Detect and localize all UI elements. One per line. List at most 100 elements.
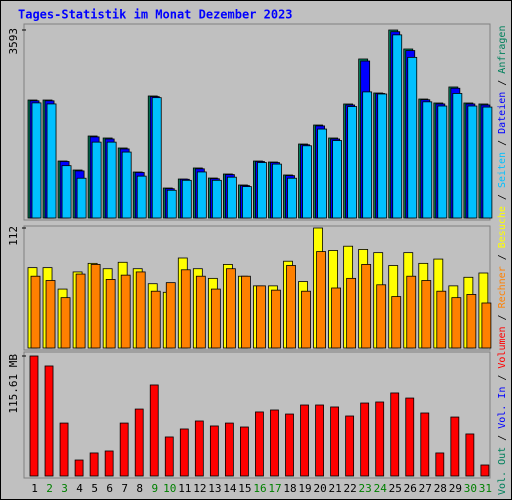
x-tick-label: 20 [313, 482, 326, 495]
bar [392, 34, 403, 219]
bar [91, 141, 102, 219]
x-tick-label: 15 [238, 482, 251, 495]
bar [135, 271, 146, 349]
x-tick-label: 28 [434, 482, 447, 495]
bar [242, 186, 252, 219]
bar [345, 415, 355, 477]
bar [405, 397, 415, 477]
bar [332, 140, 343, 219]
bar [104, 450, 114, 477]
x-tick-label: 2 [46, 482, 53, 495]
x-tick-label: 10 [163, 482, 176, 495]
bar [452, 93, 463, 219]
legend-separator: / [497, 140, 508, 146]
x-tick-label: 7 [121, 482, 128, 495]
y-tick-label: 115.61 MB [7, 354, 20, 414]
bar [90, 264, 101, 349]
bar [150, 290, 161, 349]
bar [330, 406, 340, 477]
bar [134, 408, 144, 477]
x-tick-label: 30 [464, 482, 477, 495]
bar [451, 297, 462, 349]
legend-separator: / [497, 80, 508, 86]
x-tick-label: 26 [404, 482, 417, 495]
bar [241, 275, 251, 349]
x-tick-label: 14 [223, 482, 237, 495]
bar [89, 452, 99, 477]
bar [375, 401, 385, 477]
x-tick-label: 18 [283, 482, 296, 495]
x-tick-label: 21 [328, 482, 341, 495]
bar [482, 106, 493, 219]
bar [59, 422, 69, 477]
x-tick-label: 4 [76, 482, 83, 495]
bar [390, 392, 400, 477]
bar [240, 426, 249, 477]
x-tick-label: 16 [253, 482, 266, 495]
y-tick-label: 3593 [7, 28, 20, 55]
y-tick-label: 112 [7, 226, 20, 246]
bar [44, 365, 54, 477]
x-tick-label: 12 [193, 482, 206, 495]
bar [317, 128, 327, 219]
bar [391, 296, 402, 349]
legend-entry: Volumen [497, 326, 508, 368]
bar [120, 274, 131, 349]
x-tick-label: 24 [374, 482, 388, 495]
bar [480, 464, 490, 477]
bar [435, 452, 445, 477]
bar [331, 287, 342, 349]
bar [377, 93, 388, 219]
bar [360, 402, 370, 477]
x-tick-label: 8 [136, 482, 143, 495]
x-tick-label: 27 [419, 482, 432, 495]
bar [164, 436, 174, 477]
legend-entry: Rechner [497, 266, 508, 308]
bar [180, 269, 191, 349]
bar [287, 177, 297, 219]
bar [300, 404, 309, 477]
bar [121, 151, 132, 219]
x-tick-label: 6 [106, 482, 113, 495]
bar [105, 279, 116, 349]
x-tick-label: 1 [31, 482, 38, 495]
x-tick-label: 23 [359, 482, 372, 495]
x-tick-label: 25 [389, 482, 402, 495]
bar [272, 163, 282, 219]
legend-separator: / [497, 194, 508, 200]
bar [45, 280, 56, 349]
bar [361, 264, 372, 349]
bar [256, 285, 266, 349]
bar [437, 105, 448, 219]
x-tick-label: 3 [61, 482, 68, 495]
bar [362, 91, 373, 219]
x-tick-label: 11 [178, 482, 191, 495]
bar [466, 294, 477, 349]
legend-entry: Seiten [497, 152, 508, 188]
bar [407, 56, 418, 219]
bar [195, 275, 206, 349]
bar [76, 177, 87, 219]
bar [225, 268, 236, 349]
bar [165, 282, 176, 349]
bar [209, 425, 219, 477]
legend-entry: Anfragen [497, 26, 508, 74]
legend-entry: Vol. Out [497, 447, 508, 495]
legend-separator: / [497, 314, 508, 320]
bar [376, 284, 387, 349]
bar [136, 175, 147, 219]
bar [194, 420, 204, 477]
bar [60, 297, 71, 349]
bar [286, 265, 296, 349]
legend-entry: Dateien [497, 92, 508, 134]
bar [346, 277, 357, 349]
bar [210, 288, 221, 349]
bar [270, 409, 279, 477]
bar [257, 162, 267, 219]
bar [179, 428, 189, 477]
bar [151, 97, 162, 219]
x-tick-label: 17 [268, 482, 281, 495]
legend-entry: Besuche [497, 206, 508, 248]
bar [181, 179, 192, 219]
x-tick-label: 22 [344, 482, 357, 495]
